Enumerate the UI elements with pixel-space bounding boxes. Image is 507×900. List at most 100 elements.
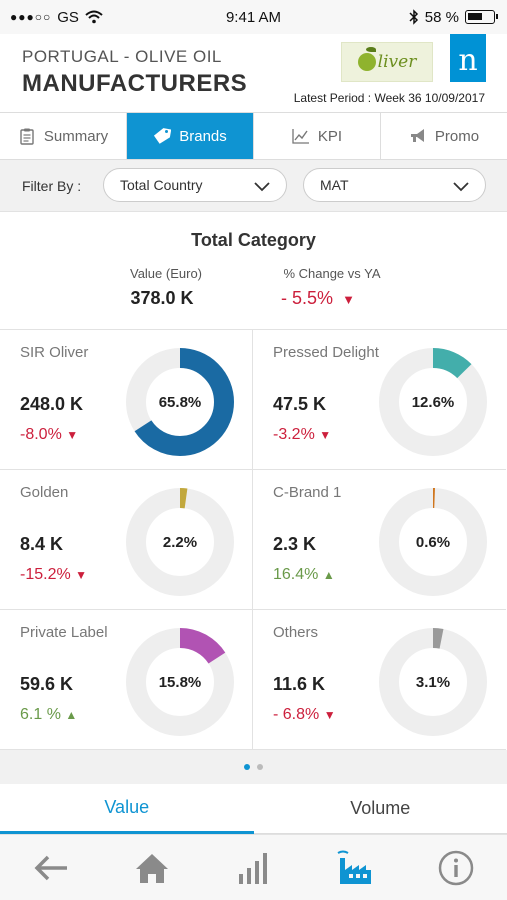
app-header: PORTUGAL - OLIVE OIL MANUFACTURERS liver… (0, 34, 507, 112)
trend-arrow-icon: ▲ (65, 708, 78, 722)
chevron-down-icon (254, 182, 270, 192)
page-dot-1[interactable] (244, 764, 250, 770)
total-value: 378.0 K (130, 288, 194, 308)
volume-toggle-button[interactable]: Volume (253, 784, 507, 834)
brand-name: Pressed Delight (273, 344, 379, 361)
brand-change: -3.2% ▼ (273, 426, 331, 444)
tab-kpi[interactable]: KPI (254, 113, 381, 159)
section-tabs: Summary Brands KPI Promo (0, 112, 507, 160)
down-arrow-icon: ▼ (342, 292, 355, 307)
status-right: 58 % (409, 9, 498, 26)
brand-change: 6.1 % ▲ (20, 706, 77, 724)
brand-value: 248.0 K (20, 394, 84, 414)
share-percent: 15.8% (158, 673, 202, 691)
brand-value: 59.6 K (20, 674, 74, 694)
donut-share-arc (126, 348, 234, 456)
donut-share-arc (126, 488, 234, 596)
page-title: MANUFACTURERS (22, 70, 248, 97)
brand-card[interactable]: Pressed Delight 47.5 K -3.2% ▼ 12.6% (253, 330, 506, 470)
trend-arrow-icon: ▲ (322, 568, 335, 582)
oliver-logo: liver (341, 42, 433, 82)
filter-label: Filter By : (22, 177, 82, 194)
page-dot-2[interactable] (257, 764, 263, 770)
tab-brands-label: Brands (179, 127, 227, 145)
nav-manufacturers[interactable] (304, 835, 405, 900)
share-donut (379, 488, 487, 596)
trend-arrow-icon: ▼ (323, 708, 336, 722)
share-percent: 2.2% (162, 533, 198, 551)
geography-select[interactable]: Total Country (103, 168, 287, 202)
nav-info[interactable] (406, 835, 507, 900)
brand-change: -8.0% ▼ (20, 426, 78, 444)
total-category-title: Total Category (191, 230, 316, 250)
donut-share-arc (379, 488, 487, 596)
tab-promo[interactable]: Promo (381, 113, 507, 159)
value-toggle-button[interactable]: Value (0, 784, 254, 834)
value-label: Value (Euro) (129, 266, 202, 281)
tab-summary[interactable]: Summary (0, 113, 127, 159)
brand-value: 11.6 K (273, 674, 326, 694)
share-donut (379, 628, 487, 736)
total-change: - 5.5% ▼ (238, 288, 398, 309)
brand-card[interactable]: Private Label 59.6 K 6.1 % ▲ 15.8% (0, 610, 253, 750)
value-volume-toggle: Value Volume (0, 784, 507, 834)
filter-bar: Filter By : Total Country MAT (0, 160, 507, 212)
nav-home[interactable] (101, 835, 202, 900)
bottom-nav (0, 834, 507, 900)
brand-name: Golden (20, 484, 69, 501)
carrier-name: GS (57, 8, 79, 26)
clipboard-icon (20, 128, 34, 145)
brand-value: 8.4 K (20, 534, 64, 554)
olive-icon (357, 47, 376, 71)
change-label: % Change vs YA (283, 266, 381, 281)
oliver-logo-text: liver (377, 52, 417, 72)
brand-card[interactable]: Others 11.6 K - 6.8% ▼ 3.1% (253, 610, 506, 750)
period-select-value: MAT (320, 177, 349, 193)
brand-card[interactable]: Golden 8.4 K -15.2% ▼ 2.2% (0, 470, 253, 610)
donut-share-arc (379, 348, 487, 456)
chevron-down-icon (453, 182, 469, 192)
brand-change-value: -8.0% (20, 426, 62, 443)
home-icon (136, 853, 169, 883)
brand-value: 47.5 K (273, 394, 327, 414)
line-chart-icon (292, 129, 309, 144)
latest-period: Latest Period : Week 36 10/09/2017 (293, 91, 485, 105)
period-select[interactable]: MAT (303, 168, 486, 202)
bar-chart-icon (238, 852, 267, 884)
share-percent: 12.6% (411, 393, 455, 411)
share-percent: 65.8% (158, 393, 202, 411)
brand-change-value: -15.2% (20, 566, 71, 583)
brand-change-value: -3.2% (273, 426, 315, 443)
brand-logo: n (450, 34, 486, 82)
geography-select-value: Total Country (120, 177, 203, 193)
brand-change-value: - 6.8% (273, 706, 320, 723)
brand-change: - 6.8% ▼ (273, 706, 336, 724)
trend-arrow-icon: ▼ (75, 568, 88, 582)
nav-back[interactable] (0, 835, 101, 900)
status-time: 9:41 AM (225, 8, 282, 26)
brand-change: 16.4% ▲ (273, 566, 335, 584)
brand-change-value: 6.1 % (20, 706, 61, 723)
status-bar: ●●●○○ GS 9:41 AM 58 % (0, 0, 507, 34)
brand-value: 2.3 K (273, 534, 317, 554)
brand-card[interactable]: SIR Oliver 248.0 K -8.0% ▼ 65.8% (0, 330, 253, 470)
battery-fill (468, 13, 482, 20)
nav-charts[interactable] (203, 835, 304, 900)
share-donut (379, 348, 487, 456)
share-percent: 0.6% (415, 533, 451, 551)
trend-arrow-icon: ▼ (319, 428, 332, 442)
page-subtitle: PORTUGAL - OLIVE OIL (22, 47, 222, 66)
status-left: ●●●○○ GS (10, 9, 103, 26)
share-donut (126, 488, 234, 596)
info-icon (439, 850, 474, 885)
battery-icon (465, 10, 498, 24)
brand-card[interactable]: C-Brand 1 2.3 K 16.4% ▲ 0.6% (253, 470, 506, 610)
donut-share-arc (126, 628, 234, 736)
share-donut (126, 628, 234, 736)
brand-name: Others (273, 624, 319, 641)
bluetooth-icon (409, 9, 418, 25)
signal-strength-icon: ●●●○○ (10, 10, 52, 24)
brand-name: Private Label (20, 624, 108, 641)
brand-name: C-Brand 1 (273, 484, 342, 501)
tab-brands[interactable]: Brands (127, 113, 254, 159)
